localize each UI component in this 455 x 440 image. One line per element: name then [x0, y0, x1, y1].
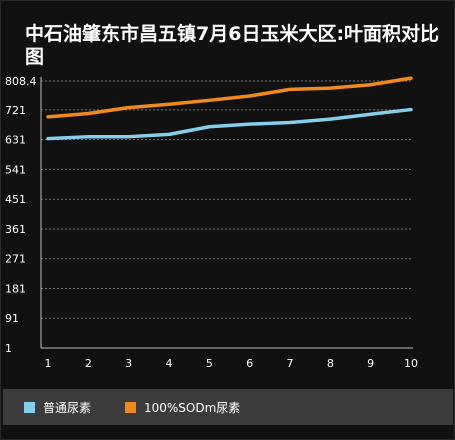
x-tick-label: 9	[367, 357, 374, 370]
y-tick-label: 361	[5, 223, 26, 236]
x-tick-labels: 1 2 3 4 5 6 7 8 9 10	[45, 357, 419, 370]
y-tick-label: 541	[5, 163, 26, 176]
x-tick-label: 4	[166, 357, 173, 370]
legend-swatch-series-2	[125, 401, 136, 413]
x-tick-label: 5	[206, 357, 213, 370]
y-tick-labels: 1 91 181 271 361 451 541 631 721 808.4	[5, 75, 37, 355]
y-tick-label: 808.4	[5, 75, 37, 88]
x-tick-label: 7	[287, 357, 294, 370]
series-lines	[46, 76, 413, 141]
legend-label-series-2: 100%SODm尿素	[144, 400, 241, 415]
legend-swatch-series-1	[24, 401, 35, 413]
y-tick-label: 271	[5, 253, 26, 266]
x-tick-label: 2	[85, 357, 92, 370]
y-tick-label: 1	[5, 342, 12, 355]
y-tick-label: 451	[5, 193, 26, 206]
series-line-1	[46, 107, 413, 141]
x-tick-label: 3	[125, 357, 132, 370]
x-tick-label: 8	[327, 357, 334, 370]
y-tick-label: 91	[5, 312, 19, 325]
axes	[40, 77, 413, 349]
y-tick-label: 181	[5, 282, 26, 295]
grid-lines	[41, 80, 413, 319]
x-tick-label: 6	[246, 357, 253, 370]
legend-label-series-1: 普通尿素	[43, 400, 92, 415]
legend: 普通尿素 100%SODm尿素	[3, 389, 453, 425]
x-tick-label: 10	[404, 357, 418, 370]
x-tick-label: 1	[45, 357, 52, 370]
y-tick-label: 631	[5, 134, 26, 147]
legend-item-series-1[interactable]: 普通尿素	[24, 389, 91, 425]
chart-title: 中石油肇东市昌五镇7月6日玉米大区:叶面积对比图	[25, 23, 440, 68]
legend-item-series-2[interactable]: 100%SODm尿素	[125, 389, 240, 425]
series-line-2	[46, 76, 413, 119]
y-tick-label: 721	[5, 104, 26, 117]
